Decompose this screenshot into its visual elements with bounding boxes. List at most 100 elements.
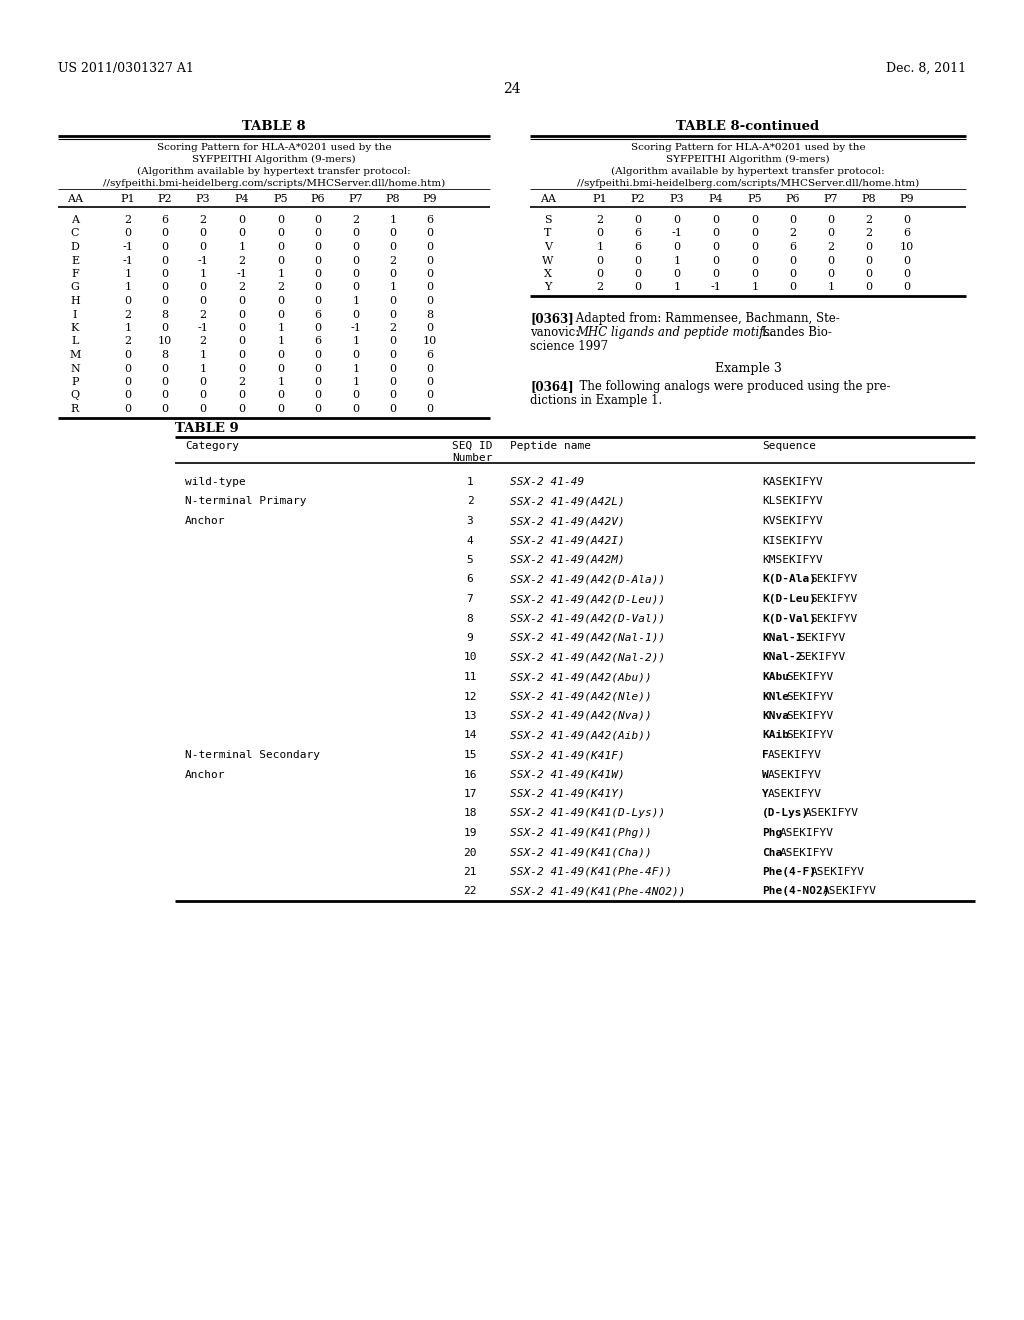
Text: P4: P4	[709, 194, 723, 205]
Text: 1: 1	[352, 337, 359, 346]
Text: 2: 2	[125, 215, 131, 224]
Text: K(D-Leu): K(D-Leu)	[762, 594, 816, 605]
Text: 9: 9	[467, 634, 473, 643]
Text: -1: -1	[123, 242, 133, 252]
Text: P6: P6	[310, 194, 326, 205]
Text: //syfpeithi.bmi-heidelberg.com/scripts/MHCServer.dll/home.htm): //syfpeithi.bmi-heidelberg.com/scripts/M…	[102, 180, 445, 189]
Text: SSX-2 41-49(A42(D-Leu)): SSX-2 41-49(A42(D-Leu))	[510, 594, 666, 605]
Text: 0: 0	[239, 337, 246, 346]
Text: -1: -1	[711, 282, 722, 293]
Text: 16: 16	[463, 770, 477, 780]
Text: 0: 0	[389, 350, 396, 360]
Text: 0: 0	[162, 269, 169, 279]
Text: 0: 0	[635, 256, 642, 265]
Text: [0364]: [0364]	[530, 380, 573, 393]
Text: 4: 4	[467, 536, 473, 545]
Text: 5: 5	[467, 554, 473, 565]
Text: AA: AA	[540, 194, 556, 205]
Text: 0: 0	[713, 269, 720, 279]
Text: SEKIFYV: SEKIFYV	[810, 574, 858, 585]
Text: SEKIFYV: SEKIFYV	[799, 652, 846, 663]
Text: SEQ ID: SEQ ID	[452, 441, 493, 451]
Text: 10: 10	[423, 337, 437, 346]
Text: 0: 0	[278, 309, 285, 319]
Text: Y: Y	[545, 282, 552, 293]
Text: 0: 0	[352, 269, 359, 279]
Text: 1: 1	[674, 256, 681, 265]
Text: KISEKIFYV: KISEKIFYV	[762, 536, 822, 545]
Text: 0: 0	[162, 282, 169, 293]
Text: 0: 0	[635, 282, 642, 293]
Text: 0: 0	[713, 242, 720, 252]
Text: G: G	[71, 282, 80, 293]
Text: SSX-2 41-49(A42L): SSX-2 41-49(A42L)	[510, 496, 625, 507]
Text: 2: 2	[200, 309, 207, 319]
Text: 0: 0	[903, 269, 910, 279]
Text: 0: 0	[314, 242, 322, 252]
Text: SSX-2 41-49(A42(D-Val)): SSX-2 41-49(A42(D-Val))	[510, 614, 666, 623]
Text: 0: 0	[389, 378, 396, 387]
Text: 0: 0	[162, 363, 169, 374]
Text: (D-Lys): (D-Lys)	[762, 808, 809, 818]
Text: 0: 0	[713, 256, 720, 265]
Text: K: K	[71, 323, 79, 333]
Text: 1: 1	[674, 282, 681, 293]
Text: 0: 0	[752, 256, 759, 265]
Text: -1: -1	[237, 269, 248, 279]
Text: Phe(4-F): Phe(4-F)	[762, 867, 816, 876]
Text: 1: 1	[200, 363, 207, 374]
Text: Scoring Pattern for HLA-A*0201 used by the: Scoring Pattern for HLA-A*0201 used by t…	[157, 143, 391, 152]
Text: 0: 0	[790, 215, 797, 224]
Text: P9: P9	[900, 194, 914, 205]
Text: W: W	[762, 770, 769, 780]
Text: 0: 0	[200, 378, 207, 387]
Text: 2: 2	[239, 282, 246, 293]
Text: 14: 14	[463, 730, 477, 741]
Text: SEKIFYV: SEKIFYV	[810, 614, 858, 623]
Text: TABLE 8-continued: TABLE 8-continued	[677, 120, 819, 133]
Text: 0: 0	[352, 404, 359, 414]
Text: 7: 7	[467, 594, 473, 605]
Text: C: C	[71, 228, 79, 239]
Text: 0: 0	[426, 228, 433, 239]
Text: D: D	[71, 242, 80, 252]
Text: KLSEKIFYV: KLSEKIFYV	[762, 496, 822, 507]
Text: M: M	[70, 350, 81, 360]
Text: 0: 0	[239, 323, 246, 333]
Text: 0: 0	[278, 256, 285, 265]
Text: US 2011/0301327 A1: US 2011/0301327 A1	[58, 62, 194, 75]
Text: 0: 0	[239, 228, 246, 239]
Text: 0: 0	[635, 269, 642, 279]
Text: SSX-2 41-49: SSX-2 41-49	[510, 477, 585, 487]
Text: R: R	[71, 404, 79, 414]
Text: KNle: KNle	[762, 692, 790, 701]
Text: Sequence: Sequence	[762, 441, 816, 451]
Text: P9: P9	[423, 194, 437, 205]
Text: 6: 6	[162, 215, 169, 224]
Text: P6: P6	[785, 194, 801, 205]
Text: Peptide name: Peptide name	[510, 441, 591, 451]
Text: 1: 1	[467, 477, 473, 487]
Text: 10: 10	[900, 242, 914, 252]
Text: 3: 3	[467, 516, 473, 525]
Text: 0: 0	[278, 391, 285, 400]
Text: ASEKIFYV: ASEKIFYV	[780, 847, 835, 858]
Text: dictions in Example 1.: dictions in Example 1.	[530, 393, 663, 407]
Text: //syfpeithi.bmi-heidelberg.com/scripts/MHCServer.dll/home.htm): //syfpeithi.bmi-heidelberg.com/scripts/M…	[577, 180, 920, 189]
Text: 6: 6	[790, 242, 797, 252]
Text: 0: 0	[790, 282, 797, 293]
Text: 0: 0	[239, 215, 246, 224]
Text: 0: 0	[314, 391, 322, 400]
Text: SYFPEITHI Algorithm (9-mers): SYFPEITHI Algorithm (9-mers)	[667, 154, 829, 164]
Text: 0: 0	[239, 309, 246, 319]
Text: 0: 0	[389, 391, 396, 400]
Text: 0: 0	[125, 391, 131, 400]
Text: 1: 1	[239, 242, 246, 252]
Text: 0: 0	[790, 256, 797, 265]
Text: 10: 10	[158, 337, 172, 346]
Text: TABLE 9: TABLE 9	[175, 422, 239, 436]
Text: 0: 0	[596, 228, 603, 239]
Text: 1: 1	[352, 363, 359, 374]
Text: 0: 0	[389, 269, 396, 279]
Text: P7: P7	[349, 194, 364, 205]
